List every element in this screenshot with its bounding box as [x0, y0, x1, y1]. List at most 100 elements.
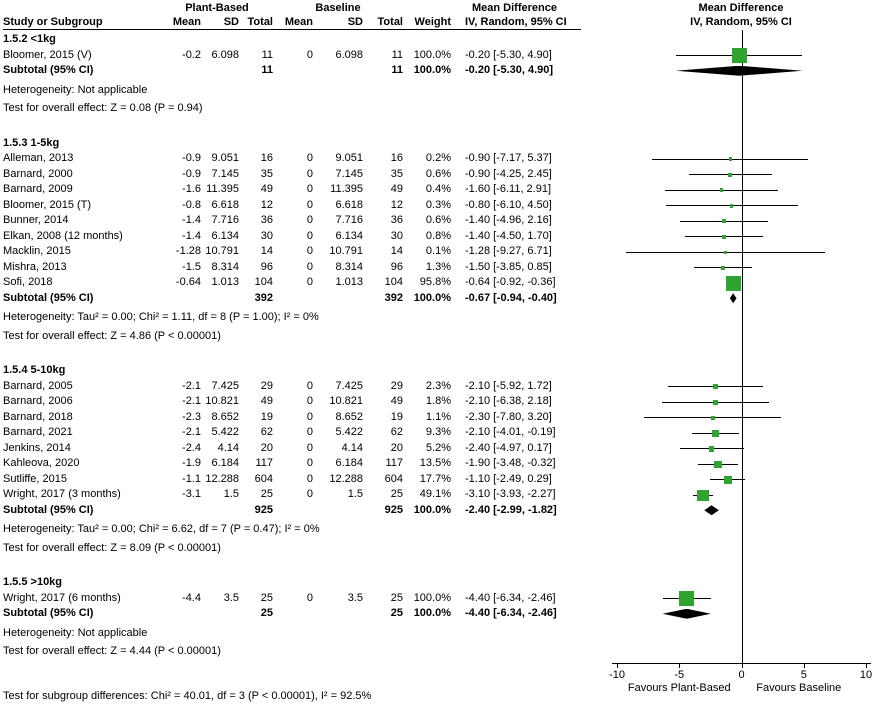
axis-tick-label: 5	[800, 669, 807, 681]
study-row: Wright, 2017 (3 months) -3.1 1.5 25 0 1.5 25 49…	[3, 488, 578, 501]
weight-value: 2.3%	[425, 379, 451, 392]
baseline-mean: 0	[306, 260, 313, 273]
subgroup-label: 1.5.3 1-5kg	[3, 136, 60, 149]
heterogeneity-row-text: Heterogeneity: Not applicable	[3, 626, 148, 639]
plant-total: 35	[260, 167, 273, 180]
baseline-total: 35	[390, 167, 403, 180]
ci-text: -2.40 [-4.97, 0.17]	[465, 441, 552, 454]
plant-mean: -0.9	[182, 152, 201, 164]
baseline-total: 25	[390, 607, 403, 619]
baseline-total: 104	[384, 276, 403, 288]
study-name: Elkan, 2008 (12 months)	[3, 229, 123, 242]
study-name: Jenkins, 2014	[3, 441, 71, 454]
weight-value: 100.0%	[413, 64, 451, 76]
effect-square	[726, 275, 741, 291]
study-name: Barnard, 2000	[3, 167, 73, 180]
axis-tick-label: 10	[859, 669, 873, 681]
plant-sd: 8.652	[211, 410, 239, 423]
subtotal-row: Subtotal (95% CI) 11 11 100.0% -0.20 [-5.30,…	[3, 64, 578, 77]
baseline-sd: 8.652	[335, 410, 363, 423]
plant-total: 11	[261, 64, 273, 76]
overall-effect-row-text: Test for overall effect: Z = 4.44 (P < 0…	[3, 645, 221, 657]
plot-ci-method-title: IV, Random, 95% CI	[690, 16, 792, 28]
baseline-mean: 0	[306, 183, 313, 195]
plant-mean: -4.4	[182, 591, 201, 604]
study-name: Macklin, 2015	[3, 245, 71, 257]
study-row: Kahleova, 2020 -1.9 6.184 117 0 6.184 117 13.5%…	[3, 457, 578, 470]
plant-total: 16	[260, 152, 273, 164]
axis-tick	[617, 663, 618, 668]
plant-sd: 12.288	[205, 472, 239, 485]
study-row: Sofi, 2018 -0.64 1.013 104 0 1.013 104 95.8% -0.…	[3, 276, 578, 289]
baseline-total: 30	[390, 229, 403, 242]
baseline-mean: 0	[306, 48, 313, 61]
plant-mean: -2.4	[182, 441, 201, 454]
overall-effect-row-text: Test for overall effect: Z = 0.08 (P = 0…	[3, 102, 203, 114]
plant-total: 11	[261, 48, 273, 61]
axis-tick	[679, 663, 680, 668]
effect-square	[722, 234, 727, 239]
study-row: Barnard, 2021 -2.1 5.422 62 0 5.422 62 9.3% -2.1…	[3, 426, 578, 439]
baseline-sd	[313, 504, 363, 517]
effect-square	[720, 265, 725, 270]
baseline-sd	[313, 607, 363, 620]
ci-text: -4.40 [-6.34, -2.46]	[465, 591, 556, 604]
weight-value: 0.8%	[425, 229, 451, 242]
plant-mean: -1.9	[182, 457, 201, 469]
weight-value: 1.3%	[425, 260, 451, 273]
subgroup-label: 1.5.4 5-10kg	[3, 364, 66, 376]
baseline-mean: 0	[306, 591, 313, 604]
effect-square	[697, 489, 709, 501]
baseline-mean: 0	[306, 395, 313, 407]
baseline-mean: 0	[306, 152, 313, 164]
baseline-sd	[313, 64, 363, 77]
baseline-mean: 0	[306, 441, 313, 454]
baseline-sd: 10.791	[329, 245, 363, 257]
baseline-sd: 5.422	[335, 426, 363, 438]
effect-square	[712, 384, 718, 390]
baseline-total: 14	[390, 245, 403, 257]
plant-total: 604	[254, 472, 273, 485]
plant-total: 49	[260, 395, 273, 407]
plant-total: 14	[260, 245, 273, 257]
ci-text: -1.90 [-3.48, -0.32]	[465, 457, 556, 469]
plant-sd: 10.791	[205, 245, 239, 257]
table-header: Plant-Based Baseline Mean Difference Stu…	[3, 0, 581, 30]
ci-text: -0.20 [-5.30, 4.90]	[465, 48, 552, 61]
baseline-mean: 0	[306, 214, 313, 226]
pooled-effect-diamond	[729, 293, 737, 304]
pooled-effect-diamond	[662, 608, 711, 619]
study-name: Barnard, 2009	[3, 183, 73, 195]
plant-sd: 6.618	[211, 198, 239, 211]
plant-sd	[201, 504, 239, 517]
plant-sd: 7.716	[211, 214, 239, 226]
heterogeneity-row-text: Heterogeneity: Tau² = 0.00; Chi² = 6.62,…	[3, 523, 320, 535]
study-name: Barnard, 2021	[3, 426, 73, 438]
baseline-total: 29	[390, 379, 403, 392]
study-row: Barnard, 2005 -2.1 7.425 29 0 7.425 29 2.3% -2.1…	[3, 380, 578, 393]
axis-tick	[742, 663, 743, 668]
ci-text: -2.40 [-2.99, -1.82]	[465, 503, 557, 516]
study-name: Barnard, 2005	[3, 379, 73, 392]
baseline-sd: 8.314	[335, 260, 363, 273]
weight-value: 0.4%	[425, 183, 451, 195]
baseline-total: 49	[390, 395, 403, 407]
plant-sd: 7.145	[211, 167, 239, 180]
ci-text: -0.90 [-4.25, 2.45]	[465, 167, 552, 180]
study-name: Subtotal (95% CI)	[3, 291, 94, 304]
study-row: Alleman, 2013 -0.9 9.051 16 0 9.051 16 0.2% -0.9…	[3, 152, 578, 165]
effect-square	[719, 188, 724, 193]
weight-value: 100.0%	[413, 607, 451, 619]
baseline-mean: 0	[306, 472, 313, 485]
baseline-sd: 7.716	[335, 214, 363, 226]
header-spacer	[3, 2, 161, 15]
ci-text: -0.20 [-5.30, 4.90]	[465, 64, 554, 76]
weight-value: 0.6%	[425, 167, 451, 180]
header-column-row: Study or Subgroup Mean SD Total Mean SD …	[3, 16, 578, 29]
plant-mean: -1.28	[175, 245, 201, 257]
subtotal-row: Subtotal (95% CI) 925 925 100.0% -2.40 [-2.9…	[3, 504, 578, 517]
baseline-sd: 12.288	[329, 472, 363, 485]
baseline-mean: 0	[306, 410, 313, 423]
plant-mean: -1.1	[182, 472, 201, 485]
baseline-total: 16	[390, 152, 403, 164]
